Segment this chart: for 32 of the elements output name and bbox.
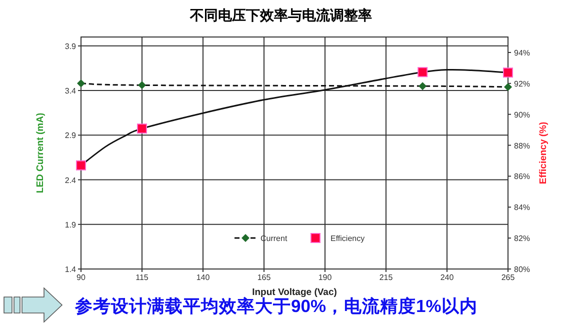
y2-tick-label: 82%: [514, 234, 530, 244]
y2-axis-title: Efficiency (%): [538, 122, 549, 184]
x-tick-label: 90: [76, 273, 86, 282]
y2-tick-label: 88%: [514, 141, 530, 150]
text: 参考设计满载平均效率大于90%，电流精度1%以内: [74, 296, 478, 316]
y2-tick-label: 80%: [514, 265, 530, 274]
chart-title: 不同电压下效率与电流调整率: [189, 7, 372, 23]
x-axis-title: Input Voltage (Vac): [252, 287, 337, 298]
x-tick-label: 240: [440, 273, 454, 282]
y2-tick-label: 90%: [514, 110, 530, 120]
y-tick-label: 1.4: [64, 265, 77, 274]
x-tick-label: 265: [501, 273, 516, 282]
y2-tick-label: 86%: [514, 172, 530, 182]
x-tick-label: 215: [379, 273, 394, 282]
point: [503, 68, 513, 78]
x-tick-label: 165: [257, 273, 272, 282]
y2-tick-label: 94%: [514, 48, 530, 58]
point: [76, 160, 86, 170]
y-tick-label: 2.9: [64, 131, 77, 140]
legend-label: Efficiency: [330, 234, 365, 243]
x-tick-label: 140: [196, 273, 210, 282]
x-tick-label: 190: [318, 273, 332, 282]
y-tick-label: 3.9: [64, 42, 77, 51]
y2-tick-label: 92%: [514, 79, 530, 88]
y-axis-title: LED Current (mA): [35, 112, 46, 194]
point: [418, 67, 428, 78]
x-tick-label: 115: [136, 273, 149, 282]
y2-tick-label: 84%: [514, 203, 530, 212]
point: [137, 124, 147, 134]
y-tick-label: 1.9: [64, 220, 77, 230]
y-tick-label: 2.4: [64, 176, 77, 185]
y-tick-label: 3.4: [64, 86, 77, 96]
